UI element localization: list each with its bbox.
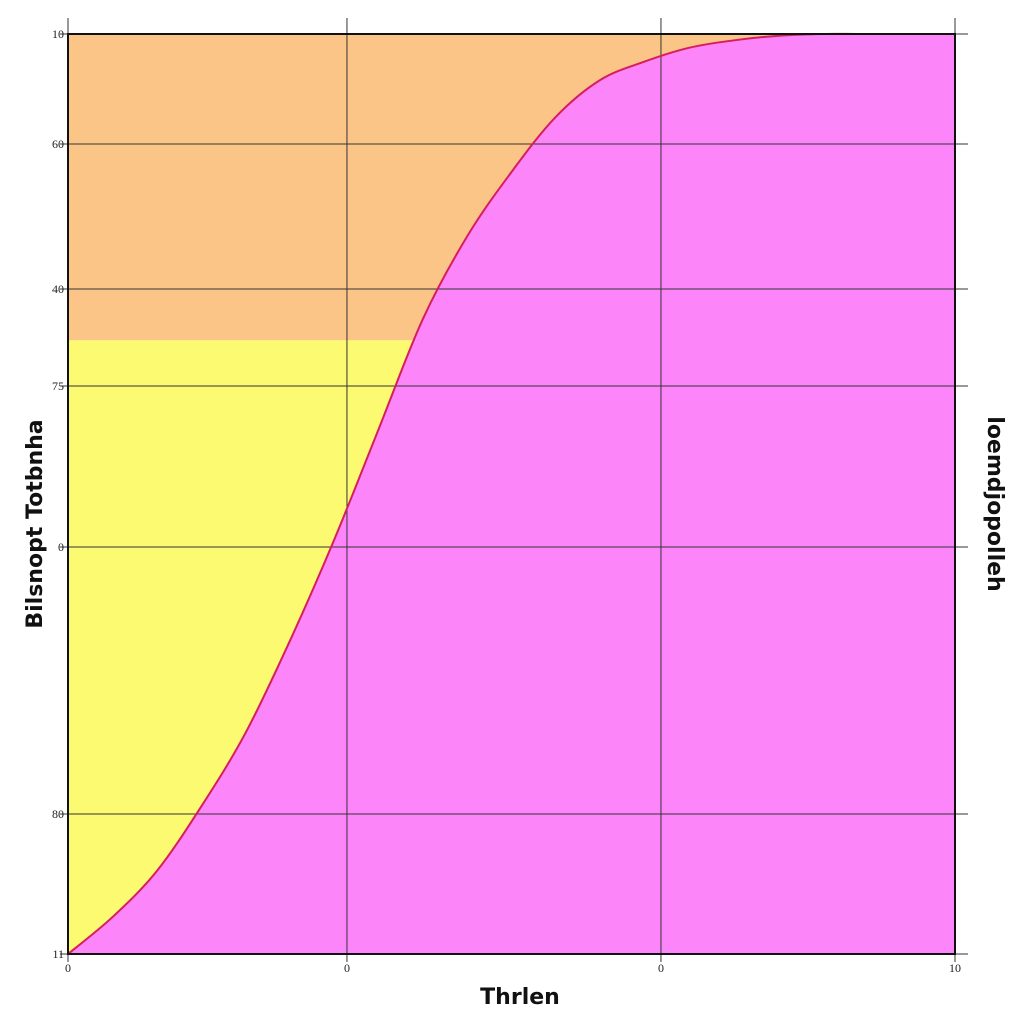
x-tick-label: 0: [344, 961, 350, 975]
y-tick-label: 40: [52, 282, 64, 296]
x-tick-label: 0: [65, 961, 71, 975]
plot-frame: [67, 33, 956, 955]
region-right: [68, 33, 955, 954]
y-tick-label: 80: [52, 807, 64, 821]
y-tick-label: 75: [52, 379, 64, 393]
series-curve: [67, 32, 955, 955]
y-tick-label: 11: [52, 947, 64, 961]
y-tick-label: 60: [52, 137, 64, 151]
x-tick-label: 10: [949, 961, 961, 975]
x-axis-label: Thrlen: [480, 985, 560, 1010]
chart-regions: [68, 33, 955, 954]
y-axis-label-right: loemdjopolleh: [982, 416, 1007, 591]
y-axis-label-left: Bilsnopt Totbnha: [23, 419, 48, 628]
y-tick-label: 10: [52, 27, 64, 41]
x-tick-label: 0: [658, 961, 664, 975]
y-tick-label: 0: [58, 540, 64, 554]
